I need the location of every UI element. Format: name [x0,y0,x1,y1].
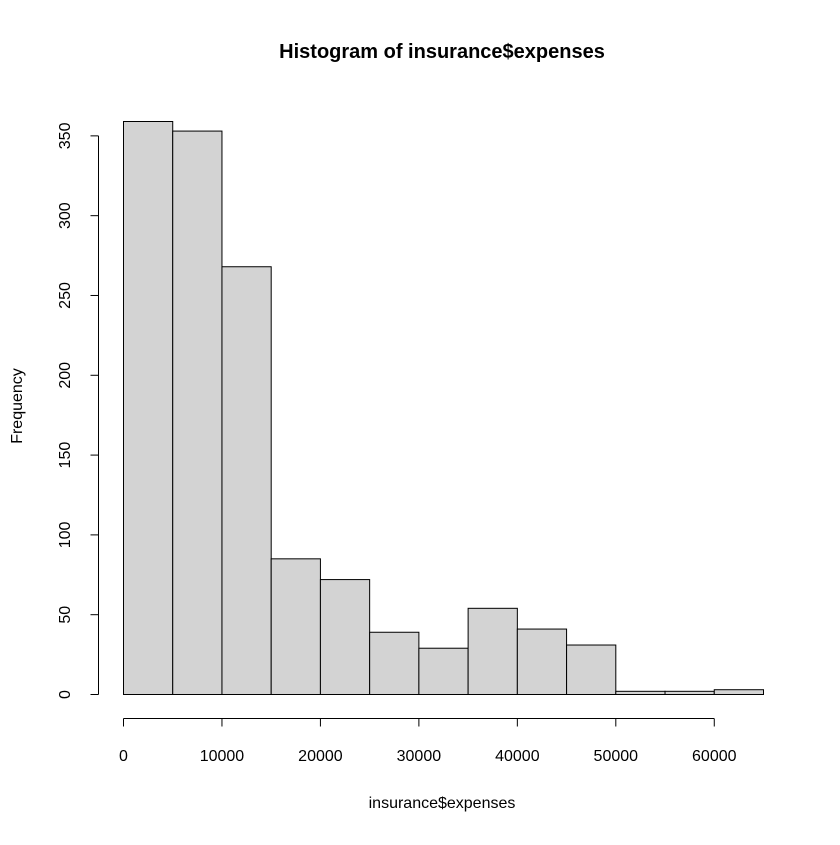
histogram-bar [123,121,174,695]
histogram-bar [270,558,321,695]
histogram-bar [615,690,666,696]
histogram-bar [319,579,371,695]
histogram-bar [221,266,272,695]
histogram-bar [172,130,223,695]
histogram-bar [713,689,764,695]
histogram-bar [418,647,469,695]
y-tick-label: 200 [57,362,74,389]
x-axis-label: insurance$expenses [369,795,516,812]
y-axis-label: Frequency [9,368,26,444]
y-tick-label: 350 [57,122,74,149]
y-tick-label: 250 [57,282,74,309]
histogram-bar [369,631,420,695]
x-tick-label: 20000 [298,748,343,765]
histogram-bar [566,644,617,695]
y-tick-label: 50 [57,606,74,624]
x-tick-label: 60000 [692,748,737,765]
chart-title: Histogram of insurance$expenses [279,41,605,63]
y-tick-label: 300 [57,202,74,229]
x-tick-label: 50000 [594,748,639,765]
x-tick-label: 30000 [397,748,442,765]
x-tick-label: 40000 [495,748,540,765]
y-axis: 0 50 100 150 200 250 300 350 [57,122,99,699]
y-tick-label: 100 [57,521,74,548]
x-tick-label: 10000 [200,748,245,765]
x-axis: 0 10000 20000 30000 40000 50000 60000 [119,718,737,765]
y-tick-label: 150 [57,442,74,469]
bars-layer [123,121,764,696]
histogram-bar [664,690,715,696]
histogram-bar [516,628,568,695]
y-tick-label: 0 [57,690,74,699]
x-tick-label: 0 [119,748,128,765]
histogram-bar [467,607,518,696]
